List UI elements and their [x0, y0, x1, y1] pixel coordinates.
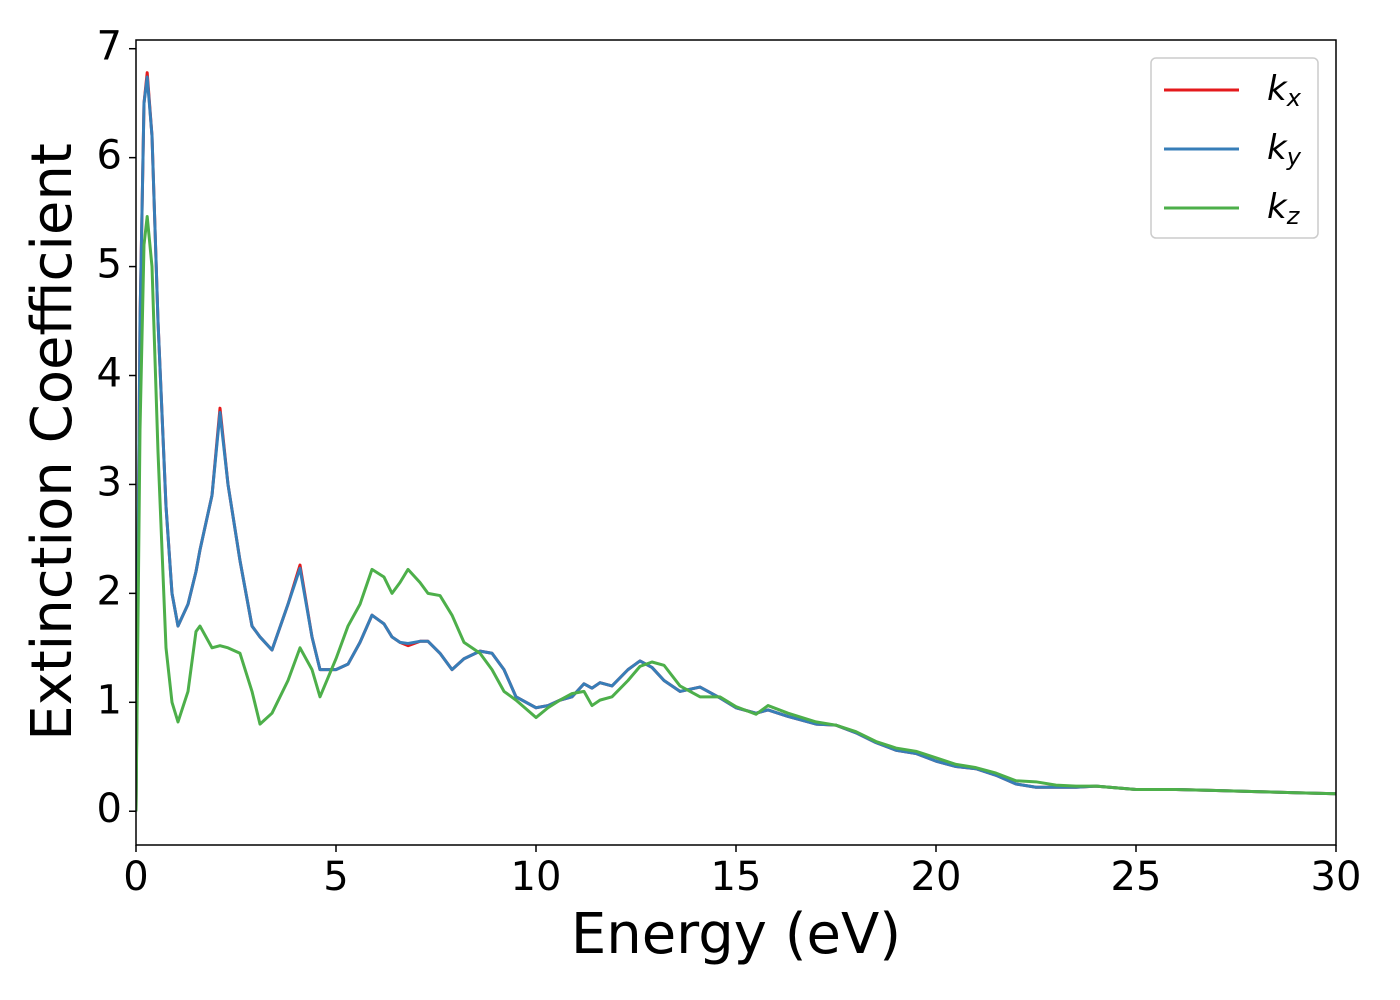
y-tick-label: 7	[97, 24, 122, 70]
x-tick-label: 20	[911, 854, 962, 900]
x-tick-label: 15	[711, 854, 762, 900]
x-axis-label: Energy (eV)	[571, 902, 901, 967]
y-tick-label: 6	[97, 133, 122, 179]
y-tick-label: 2	[97, 568, 122, 614]
y-tick-label: 4	[97, 351, 122, 397]
x-tick-label: 0	[123, 854, 148, 900]
legend-label: kz	[1267, 187, 1301, 231]
series-line	[136, 214, 1336, 812]
y-tick-label: 1	[97, 677, 122, 723]
y-tick-label: 3	[97, 459, 122, 505]
x-tick-label: 25	[1111, 854, 1162, 900]
y-tick-label: 0	[97, 786, 122, 832]
series-line	[136, 75, 1336, 812]
y-axis-label: Extinction Coefficient	[20, 143, 85, 741]
legend-label: kx	[1267, 69, 1302, 113]
y-tick-label: 5	[97, 242, 122, 288]
plot-frame	[135, 39, 1337, 846]
x-tick-label: 5	[323, 854, 348, 900]
x-tick-label: 10	[511, 854, 562, 900]
x-tick-label: 30	[1311, 854, 1362, 900]
legend-label: ky	[1267, 128, 1302, 172]
